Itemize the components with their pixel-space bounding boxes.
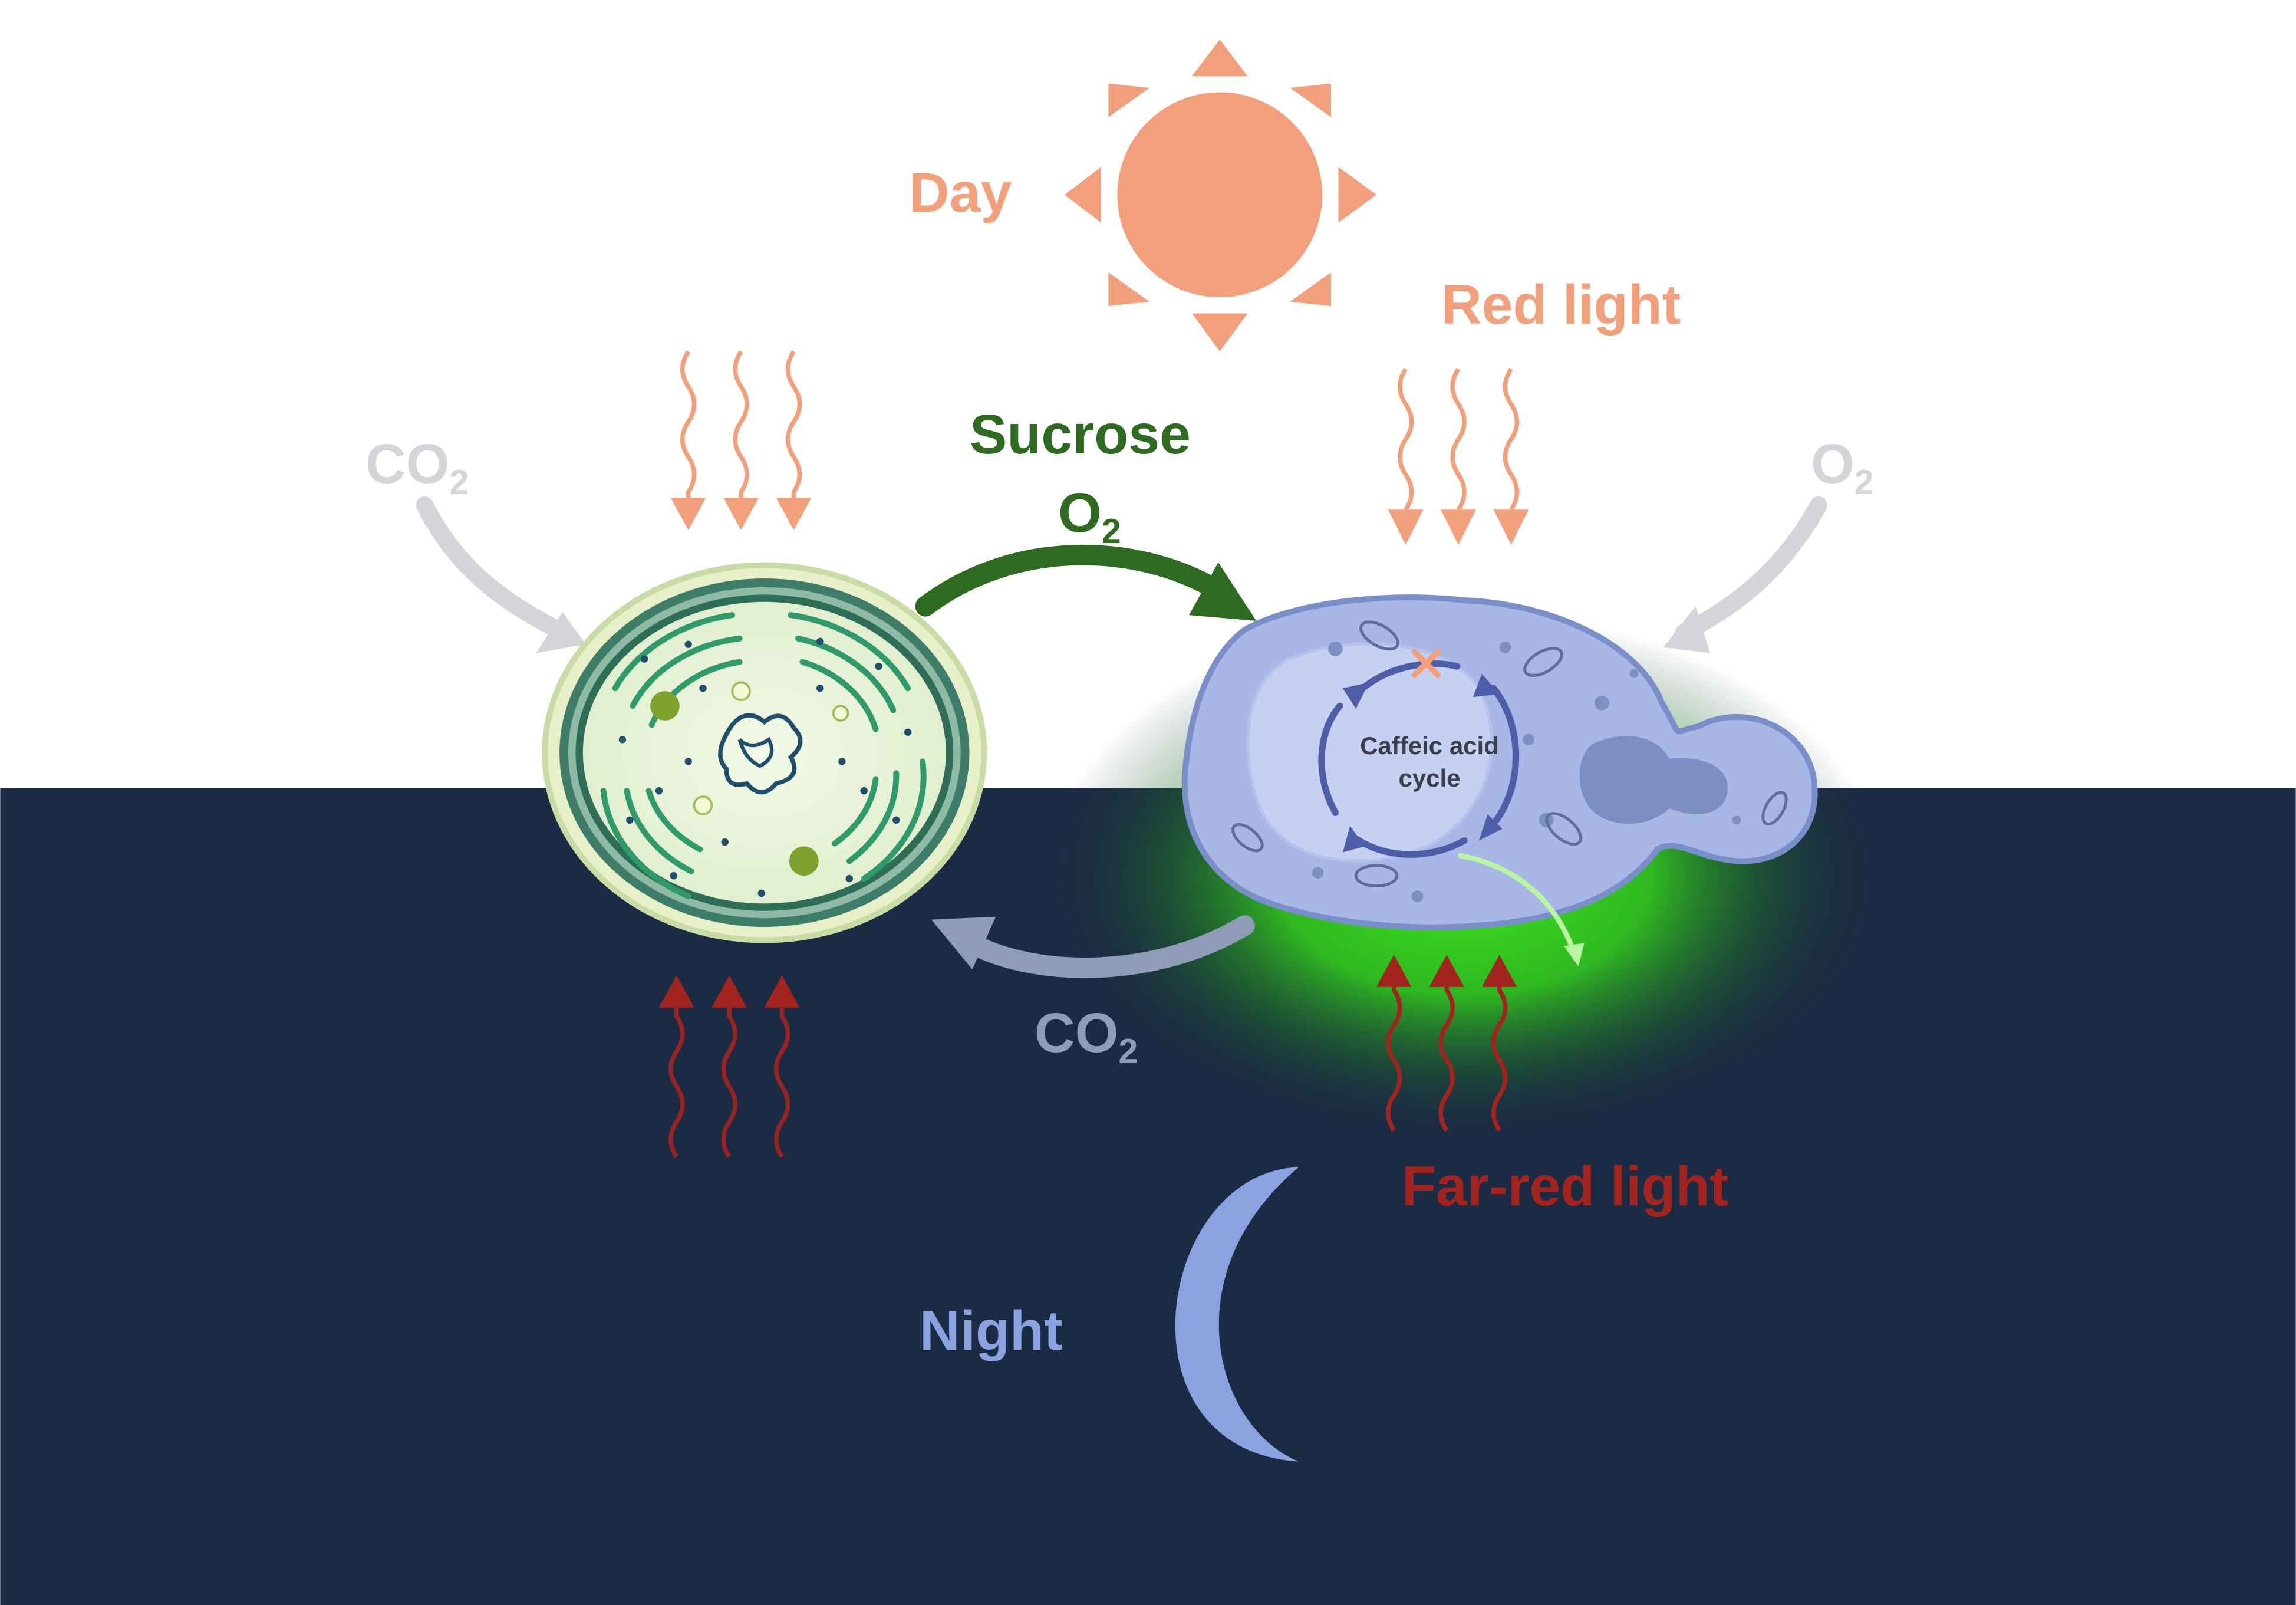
- o2-output-label: O2: [1811, 436, 1874, 501]
- co2-return-base: CO: [1035, 1002, 1119, 1064]
- far-red-arrows-right: [1386, 981, 1508, 1132]
- sucrose-transfer-arrowhead: [1189, 562, 1257, 621]
- sun-icon: [1064, 40, 1376, 352]
- o2-transfer-label: O2: [1058, 485, 1121, 550]
- o2-output-sub: 2: [1854, 463, 1874, 502]
- far-red-arrowheads-right: [1376, 955, 1517, 987]
- far-red-arrows-left: [668, 1004, 790, 1159]
- co2-return-label: CO2: [1035, 1005, 1138, 1070]
- caffeic-acid-cycle-label: Caffeic acid cycle: [1329, 730, 1530, 794]
- cycle-label-line2: cycle: [1398, 764, 1461, 792]
- o2-output-base: O: [1811, 433, 1854, 495]
- co2-return-arrowhead: [931, 916, 996, 970]
- algae-cell-icon: [542, 562, 987, 943]
- red-light-arrows-right: [1398, 367, 1519, 511]
- co2-return-sub: 2: [1118, 1032, 1138, 1071]
- yeast-cell-icon: [1181, 594, 1818, 967]
- day-label: Day: [909, 162, 1012, 224]
- night-label: Night: [920, 1300, 1063, 1362]
- far-red-light-label: Far-red light: [1402, 1155, 1729, 1218]
- red-light-arrowheads-right: [1388, 509, 1529, 545]
- co2-return-arrow: [963, 915, 1255, 978]
- cycle-label-line1: Caffeic acid: [1360, 732, 1499, 759]
- o2-output-arrow: [1675, 496, 1827, 642]
- red-light-arrowheads-left: [670, 498, 812, 531]
- co2-input-arrow: [416, 496, 573, 642]
- o2-output-arrowhead: [1663, 606, 1711, 653]
- moon-icon: [1175, 1167, 1299, 1462]
- day-background: [0, 0, 2296, 791]
- sucrose-transfer-arrow: [915, 544, 1220, 617]
- co2-input-base: CO: [365, 433, 450, 495]
- co2-input-sub: 2: [449, 463, 469, 502]
- red-light-label: Red light: [1441, 274, 1681, 336]
- far-red-arrowheads-left: [658, 975, 800, 1008]
- o2-transfer-sub: 2: [1101, 512, 1121, 551]
- red-light-arrows-left: [680, 350, 802, 510]
- o2-transfer-base: O: [1058, 482, 1102, 544]
- co2-input-label: CO2: [365, 436, 469, 501]
- sucrose-label: Sucrose: [970, 403, 1191, 466]
- co2-input-arrowhead: [536, 612, 586, 653]
